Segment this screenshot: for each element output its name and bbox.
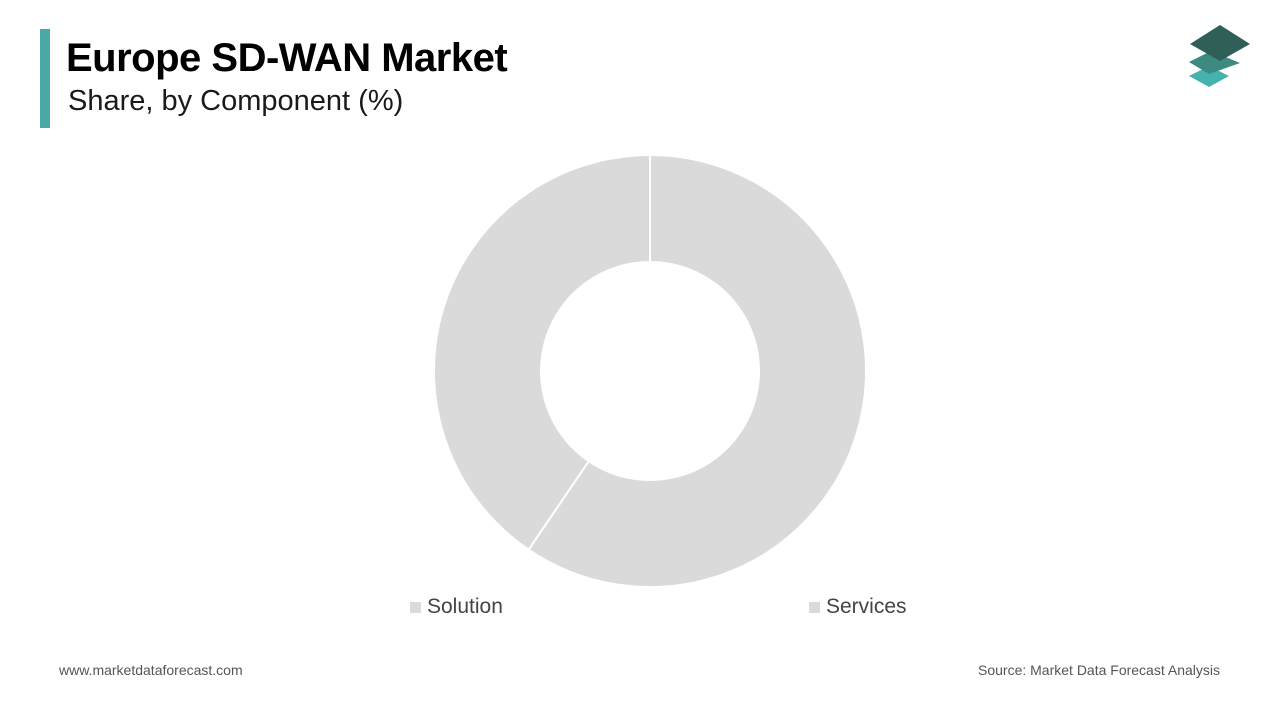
title-accent-bar bbox=[40, 29, 50, 128]
donut-slice-services bbox=[527, 153, 867, 588]
legend-label-solution: Solution bbox=[427, 595, 503, 618]
logo-layer-top bbox=[1190, 25, 1250, 61]
legend-item-services: Services bbox=[809, 594, 907, 620]
page-subtitle: Share, by Component (%) bbox=[68, 85, 404, 117]
legend-swatch-solution bbox=[410, 601, 421, 613]
logo-layer-bottom bbox=[1189, 66, 1229, 87]
legend-item-solution: Solution bbox=[410, 594, 503, 620]
donut-slice-solution bbox=[433, 153, 651, 552]
footer-website: www.marketdataforecast.com bbox=[59, 662, 243, 678]
stacked-layers-logo-icon bbox=[1189, 25, 1250, 87]
legend-swatch-services bbox=[809, 601, 820, 613]
legend-label-services: Services bbox=[826, 595, 907, 618]
logo-layer-middle bbox=[1189, 51, 1240, 74]
donut-slices bbox=[433, 153, 867, 588]
page-title: Europe SD-WAN Market bbox=[66, 36, 508, 80]
footer-source: Source: Market Data Forecast Analysis bbox=[978, 662, 1220, 678]
